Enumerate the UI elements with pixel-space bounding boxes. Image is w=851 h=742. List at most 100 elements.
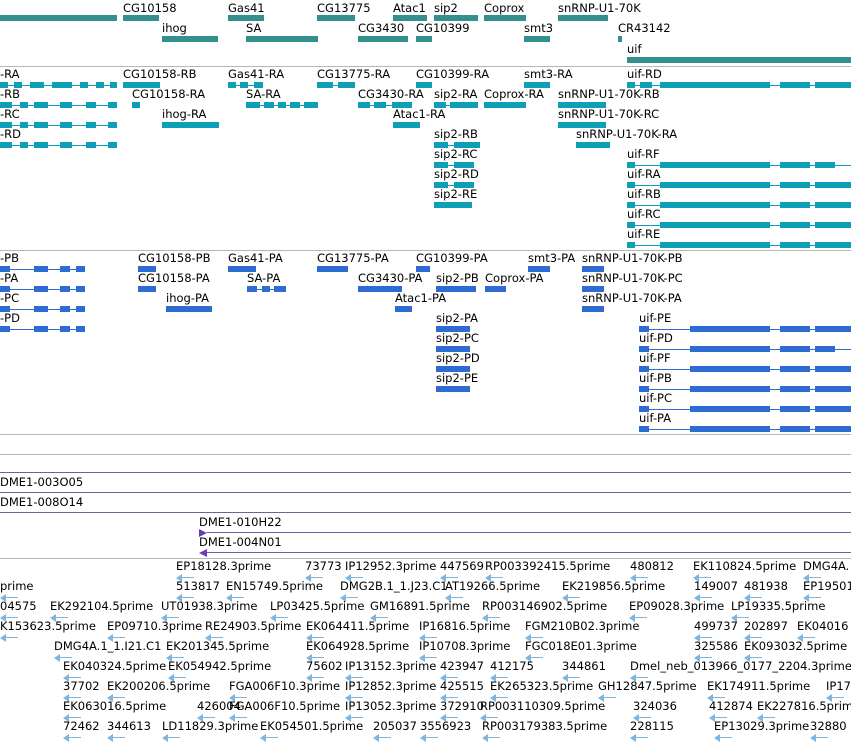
protein-label[interactable]: sip2-PB — [436, 271, 479, 285]
gene-bar[interactable] — [627, 57, 851, 63]
protein-exon[interactable] — [34, 326, 48, 332]
rna-exon[interactable] — [86, 102, 96, 108]
est-feature-line[interactable] — [374, 617, 388, 618]
rna-exon[interactable] — [627, 82, 635, 88]
rna-exon[interactable] — [640, 82, 652, 88]
rna-exon[interactable] — [0, 82, 8, 88]
rna-exon[interactable] — [434, 162, 448, 168]
est-feature-line[interactable] — [489, 577, 503, 578]
rna-exon[interactable] — [416, 82, 432, 88]
est-label[interactable]: EK201345.5prime — [166, 639, 270, 653]
protein-label[interactable]: snRNP-U1-70K-PC — [582, 271, 683, 285]
est-label[interactable]: 32880 — [810, 719, 847, 733]
est-feature-line[interactable] — [165, 617, 179, 618]
est-label[interactable]: DMG2B.1_1.J23.C1 — [340, 579, 448, 593]
est-feature-line[interactable] — [310, 637, 324, 638]
est-label[interactable]: IP10708.3prime — [419, 639, 511, 653]
rna-exon[interactable] — [20, 102, 28, 108]
transcript-label[interactable]: sip2-RE — [434, 187, 478, 201]
est-label[interactable]: FGM210B02.3prime — [525, 619, 640, 633]
est-feature-line[interactable] — [344, 597, 358, 598]
rna-exon[interactable] — [660, 162, 770, 168]
rna-exon[interactable] — [264, 102, 274, 108]
est-label[interactable]: EK174911.5prime — [707, 679, 811, 693]
protein-label[interactable]: CG10158-PB — [138, 251, 211, 265]
rna-exon[interactable] — [660, 242, 770, 248]
rna-exon[interactable] — [30, 82, 44, 88]
est-feature-line[interactable] — [711, 697, 725, 698]
protein-label[interactable]: uif-PD — [639, 331, 673, 345]
transcript-label[interactable]: uif-RA — [627, 167, 661, 181]
protein-exon[interactable] — [815, 346, 835, 352]
est-label[interactable]: EK054501.5prime — [260, 719, 364, 733]
transcript-label[interactable]: SA-RA — [246, 87, 281, 101]
protein-exon[interactable] — [690, 426, 770, 432]
protein-exon[interactable] — [60, 326, 70, 332]
est-arrow-icon[interactable] — [168, 674, 174, 682]
est-label[interactable]: 423947 — [440, 659, 484, 673]
est-feature-line[interactable] — [67, 717, 81, 718]
est-arrow-icon[interactable] — [440, 574, 446, 582]
clone-line[interactable] — [0, 472, 851, 473]
est-feature-line[interactable] — [4, 617, 18, 618]
est-label[interactable]: EK040324.5prime — [63, 659, 167, 673]
est-feature-line[interactable] — [444, 577, 458, 578]
est-feature-line[interactable] — [602, 697, 616, 698]
est-label[interactable]: RP003392415.5prime — [485, 559, 611, 573]
protein-exon[interactable] — [780, 426, 810, 432]
protein-exon[interactable] — [639, 426, 649, 432]
est-feature-line[interactable] — [633, 617, 647, 618]
rna-exon[interactable] — [484, 102, 526, 108]
rna-exon[interactable] — [780, 222, 810, 228]
est-arrow-icon[interactable] — [419, 634, 425, 642]
est-arrow-icon[interactable] — [810, 734, 816, 742]
est-feature-line[interactable] — [748, 657, 762, 658]
est-feature-line[interactable] — [634, 737, 648, 738]
protein-exon[interactable] — [639, 366, 649, 372]
rna-exon[interactable] — [34, 122, 48, 128]
rna-exon[interactable] — [393, 122, 420, 128]
est-feature-line[interactable] — [377, 737, 391, 738]
rna-exon[interactable] — [14, 82, 22, 88]
est-label[interactable]: EP09028.3prime — [629, 599, 725, 613]
gene-label[interactable]: CG13775 — [317, 1, 371, 15]
protein-exon[interactable] — [780, 406, 810, 412]
est-arrow-icon[interactable] — [485, 574, 491, 582]
protein-exon[interactable] — [485, 286, 506, 292]
gene-bar[interactable] — [558, 15, 608, 21]
est-feature-line[interactable] — [529, 637, 543, 638]
clone-label[interactable]: DME1-008O14 — [0, 495, 84, 509]
protein-label[interactable]: SA-PA — [247, 271, 281, 285]
rna-exon[interactable] — [660, 182, 770, 188]
est-label[interactable]: EK265323.5prime — [490, 679, 594, 693]
clone-arrow-icon[interactable] — [199, 529, 207, 537]
protein-exon[interactable] — [639, 386, 649, 392]
rna-exon[interactable] — [450, 102, 478, 108]
gene-bar[interactable] — [434, 15, 478, 21]
est-feature-line[interactable] — [349, 677, 363, 678]
est-feature-line[interactable] — [310, 657, 324, 658]
rna-exon[interactable] — [780, 162, 810, 168]
est-label[interactable]: EK054942.5prime — [168, 659, 272, 673]
rna-exon[interactable] — [304, 102, 318, 108]
rna-exon[interactable] — [454, 182, 474, 188]
est-label[interactable]: RP003146902.5prime — [482, 599, 608, 613]
est-feature-line[interactable] — [566, 597, 580, 598]
est-label[interactable]: 75602 — [306, 659, 343, 673]
est-arrow-icon[interactable] — [260, 734, 266, 742]
est-label[interactable]: DMG4A. — [803, 559, 850, 573]
rna-exon[interactable] — [108, 102, 117, 108]
est-feature-line[interactable] — [718, 737, 732, 738]
rna-exon[interactable] — [123, 82, 160, 88]
est-feature-line[interactable] — [807, 597, 821, 598]
est-feature-line[interactable] — [111, 737, 125, 738]
protein-exon[interactable] — [60, 286, 70, 292]
est-label[interactable]: 324036 — [633, 699, 677, 713]
protein-exon[interactable] — [34, 266, 48, 272]
est-feature-line[interactable] — [264, 737, 278, 738]
transcript-label[interactable]: CG10158-RB — [123, 67, 197, 81]
est-label[interactable]: EK093032.5prime — [744, 639, 848, 653]
protein-exon[interactable] — [780, 386, 810, 392]
est-feature-line[interactable] — [698, 637, 712, 638]
protein-exon[interactable] — [0, 306, 10, 312]
